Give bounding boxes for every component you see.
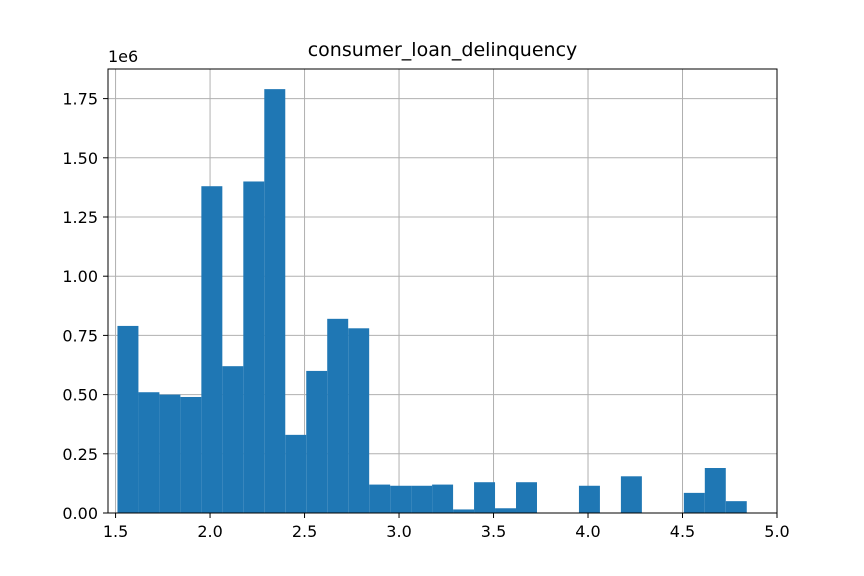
x-tick-label: 2.0	[197, 522, 222, 541]
histogram-bars	[117, 89, 747, 514]
y-tick-label: 0.00	[62, 504, 98, 523]
histogram-bar	[369, 484, 391, 513]
histogram-bar	[620, 476, 642, 513]
histogram-bar	[390, 485, 412, 513]
histogram-bar	[516, 482, 537, 513]
x-axis: 1.5 2.0 2.5 3.0 3.5 4.0 4.5 5.0	[103, 513, 790, 541]
histogram-bar	[474, 482, 496, 513]
x-tick-label: 4.5	[670, 522, 695, 541]
x-tick-label: 2.5	[292, 522, 317, 541]
plot-frame	[107, 68, 778, 514]
histogram-bar	[495, 508, 517, 513]
histogram-bar	[159, 394, 181, 513]
histogram-bar	[201, 186, 223, 513]
x-tick-label: 1.5	[103, 522, 128, 541]
histogram-bar	[453, 509, 475, 513]
histogram-bar	[578, 485, 600, 513]
x-tick-label: 3.0	[386, 522, 411, 541]
y-offset-label: 1e6	[108, 47, 138, 66]
y-tick-label: 0.25	[62, 445, 98, 464]
histogram-bar	[348, 328, 370, 513]
y-tick-label: 0.50	[62, 386, 98, 405]
x-tick-label: 5.0	[764, 522, 789, 541]
chart-title: consumer_loan_delinquency	[308, 39, 578, 61]
histogram-bar	[138, 392, 160, 513]
y-tick-label: 1.25	[62, 208, 98, 227]
histogram-bar	[180, 396, 202, 513]
histogram-bar	[264, 89, 286, 514]
x-tick-label: 3.5	[481, 522, 506, 541]
histogram-bar	[411, 485, 433, 513]
histogram-bar	[243, 181, 265, 514]
histogram-bar	[306, 370, 328, 513]
y-tick-label: 1.75	[62, 90, 98, 109]
histogram-bar	[725, 501, 747, 513]
histogram-bar	[222, 366, 244, 513]
y-tick-label: 1.00	[62, 267, 98, 286]
y-tick-label: 0.75	[62, 326, 98, 345]
histogram-bar	[683, 492, 705, 513]
histogram-bar	[432, 484, 454, 513]
histogram-bar	[327, 318, 349, 513]
histogram-bar	[704, 468, 726, 513]
histogram-bar	[117, 325, 139, 513]
y-tick-label: 1.50	[62, 149, 98, 168]
x-tick-label: 4.0	[575, 522, 600, 541]
histogram-bar	[285, 434, 307, 513]
y-axis: 0.00 0.25 0.50 0.75 1.00 1.25 1.50 1.75	[62, 90, 108, 523]
